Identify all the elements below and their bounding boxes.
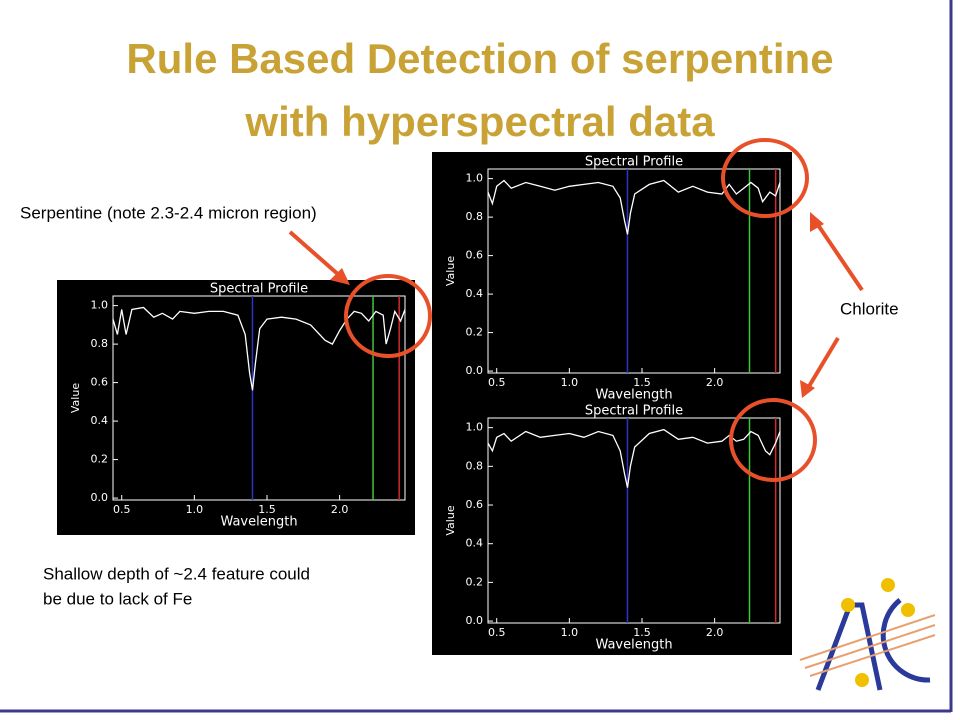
arrowhead	[800, 380, 815, 398]
annotation: be due to lack of Fe	[43, 589, 192, 608]
logo-stars	[841, 578, 915, 687]
annotation: Shallow depth of ~2.4 feature could	[43, 564, 310, 583]
y-tick-label: 0.2	[466, 575, 484, 588]
plot-frame	[487, 168, 781, 374]
arrowhead	[330, 268, 350, 285]
circle	[729, 398, 817, 482]
y-tick-label: 0.0	[91, 491, 109, 504]
slide-title: Rule Based Detection of serpentine	[126, 35, 833, 82]
x-tick-label: 1.5	[633, 376, 651, 389]
y-tick-label: 0.4	[91, 414, 109, 427]
x-tick-label: 1.5	[258, 503, 276, 516]
y-axis-label: Value	[444, 505, 457, 535]
x-axis-label: Wavelength	[595, 638, 672, 653]
x-tick-label: 2.0	[706, 376, 724, 389]
spectrum-line	[487, 179, 781, 235]
x-axis-label: Wavelength	[595, 388, 672, 403]
callouts	[288, 138, 864, 482]
annotation: Serpentine (note 2.3-2.4 micron region)	[20, 203, 317, 222]
star	[881, 578, 895, 592]
chart-background	[432, 152, 792, 405]
arrowheads	[330, 212, 824, 398]
x-tick-label: 0.5	[488, 376, 506, 389]
plot-frame	[487, 417, 781, 624]
y-tick-label: 0.8	[466, 210, 484, 223]
y-tick-label: 0.6	[466, 249, 484, 262]
y-tick-label: 1.0	[91, 299, 109, 312]
x-tick-label: 1.0	[561, 376, 579, 389]
spectrum-line	[487, 428, 781, 488]
arrow	[288, 230, 342, 278]
star	[855, 673, 869, 687]
star	[901, 603, 915, 617]
y-tick-label: 0.0	[466, 614, 484, 627]
circle	[721, 138, 809, 218]
plot-frame	[112, 295, 406, 501]
y-axis-label: Value	[69, 383, 82, 413]
y-axis-label: Value	[444, 256, 457, 286]
logo-lines	[799, 614, 936, 677]
y-tick-label: 1.0	[466, 172, 484, 185]
y-tick-label: 0.4	[466, 537, 484, 550]
y-tick-label: 0.2	[466, 326, 484, 339]
x-tick-label: 2.0	[331, 503, 349, 516]
logo	[799, 578, 936, 691]
x-tick-label: 1.0	[186, 503, 204, 516]
annotation: Chlorite	[840, 299, 899, 318]
chart-title: Spectral Profile	[585, 404, 683, 419]
arrowhead	[810, 212, 824, 232]
y-tick-label: 0.6	[91, 376, 109, 389]
y-tick-label: 0.8	[466, 459, 484, 472]
y-tick-label: 0.2	[91, 453, 109, 466]
x-tick-label: 0.5	[488, 626, 506, 639]
x-tick-label: 0.5	[113, 503, 131, 516]
star	[841, 598, 855, 612]
slide-title: with hyperspectral data	[244, 98, 715, 145]
chart-background	[57, 280, 415, 535]
x-axis-label: Wavelength	[220, 515, 297, 530]
x-tick-label: 1.0	[561, 626, 579, 639]
arrow	[814, 220, 864, 292]
circle	[344, 274, 432, 358]
y-tick-label: 0.0	[466, 364, 484, 377]
chart-title: Spectral Profile	[210, 282, 308, 297]
spectrum-line	[112, 306, 406, 391]
y-tick-label: 1.0	[466, 421, 484, 434]
y-tick-label: 0.6	[466, 498, 484, 511]
x-tick-label: 2.0	[706, 626, 724, 639]
chart-title: Spectral Profile	[585, 155, 683, 170]
x-tick-label: 1.5	[633, 626, 651, 639]
logo-shape	[815, 602, 883, 691]
arrow	[806, 336, 840, 390]
y-tick-label: 0.8	[91, 337, 109, 350]
y-tick-label: 0.4	[466, 287, 484, 300]
